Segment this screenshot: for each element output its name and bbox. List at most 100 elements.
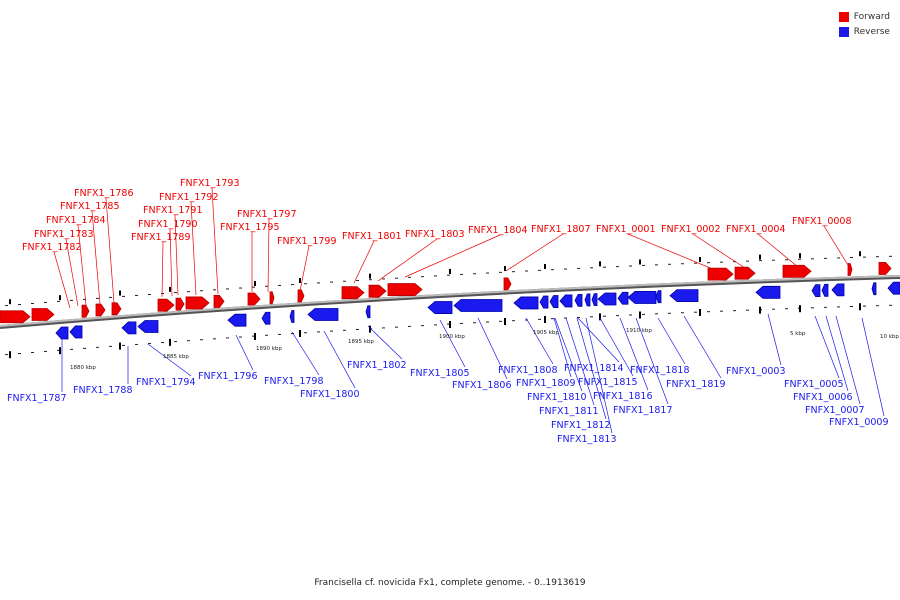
forward-gene-label: FNFX1_1784 [46, 215, 106, 226]
leader-line [105, 197, 115, 304]
reverse-gene-label: FNFX1_1798 [264, 376, 324, 387]
forward-gene [247, 292, 261, 306]
forward-gene-label: FNFX1_1803 [405, 229, 465, 240]
reverse-gene-label: FNFX1_1802 [347, 360, 407, 371]
legend-reverse: Reverse [838, 24, 890, 39]
leader-line [299, 245, 310, 292]
reverse-gene-label: FNFX1_1808 [498, 365, 558, 376]
scale-label: 1900 kbp [439, 334, 465, 340]
reverse-gene [121, 321, 137, 335]
reverse-gene [549, 295, 559, 308]
reverse-gene [55, 326, 69, 340]
reverse-gene [655, 290, 662, 304]
reverse-gene [584, 293, 591, 307]
forward-gene-label: FNFX1_1786 [74, 188, 134, 199]
forward-gene [387, 283, 423, 296]
forward-gene-label: FNFX1_1807 [531, 224, 591, 235]
reverse-gene [871, 282, 877, 296]
legend-forward: Forward [838, 9, 890, 24]
forward-gene-label: FNFX1_1789 [131, 232, 191, 243]
leader-line [65, 238, 79, 307]
scale-label: 1885 kbp [163, 354, 189, 360]
leader-line [576, 317, 607, 420]
reverse-gene-label: FNFX1_0005 [784, 379, 844, 390]
reverse-gene [755, 285, 781, 299]
reverse-gene-label: FNFX1_1810 [527, 392, 587, 403]
reverse-gene [591, 293, 598, 306]
label-leader-lines [53, 187, 885, 434]
leader-line [692, 233, 746, 269]
forward-gene-label: FNFX1_0001 [596, 224, 656, 235]
leader-line [757, 233, 799, 268]
genome-backbone [0, 275, 900, 327]
reverse-gene-label: FNFX1_1800 [300, 389, 360, 400]
scale-label: 1890 kbp [256, 346, 282, 352]
forward-gene-label: FNFX1_1791 [143, 205, 203, 216]
leader-line [77, 224, 87, 306]
forward-gene [213, 295, 225, 308]
legend-reverse-label: Reverse [853, 26, 890, 37]
legend-forward-label: Forward [853, 11, 890, 22]
leader-line [627, 233, 721, 273]
leader-line [235, 334, 254, 371]
leader-line [599, 317, 634, 377]
reverse-gene-label: FNFX1_0006 [793, 392, 853, 403]
forward-gene [31, 308, 55, 321]
leader-line [585, 317, 613, 434]
leader-line [823, 225, 852, 271]
forward-gene-label: FNFX1_1785 [60, 201, 120, 212]
reverse-gene [821, 283, 829, 297]
leader-line [267, 218, 270, 293]
reverse-gene [513, 296, 539, 310]
leader-line [161, 241, 164, 298]
reverse-gene-label: FNFX1_1787 [7, 393, 67, 404]
reverse-gene-label: FNFX1_0007 [805, 405, 865, 416]
reverse-gene-label: FNFX1_1794 [136, 377, 196, 388]
scale-labels: 1880 kbp 1885 kbp 1890 kbp 1895 kbp 1900 kbp… [70, 328, 899, 371]
reverse-gene-label: FNFX1_1813 [557, 434, 617, 445]
forward-gene [185, 296, 210, 310]
leader-line [861, 317, 885, 417]
leader-line [767, 313, 782, 366]
forward-gene-label: FNFX1_1783 [34, 229, 94, 240]
forward-gene [111, 302, 122, 316]
reverse-gene [289, 310, 295, 323]
forward-gene [878, 262, 892, 275]
forward-gene-label: FNFX1_1795 [220, 222, 280, 233]
forward-gene [782, 264, 812, 278]
reverse-gene [574, 293, 583, 307]
scale-label: 1895 kbp [348, 339, 374, 345]
reverse-gene-label: FNFX1_1818 [630, 365, 690, 376]
forward-gene [157, 298, 175, 312]
leader-line [147, 343, 192, 377]
reverse-gene-label: FNFX1_1814 [564, 363, 624, 374]
reverse-gene [307, 308, 339, 321]
forward-gene [503, 277, 512, 291]
forward-gene-label: FNFX1_1782 [22, 242, 82, 253]
reverse-gene [811, 284, 821, 298]
leader-line [477, 317, 508, 380]
reverse-gene [627, 291, 657, 304]
legend: Forward Reverse [838, 9, 890, 39]
reverse-gene-label: FNFX1_1806 [452, 380, 512, 391]
forward-gene-label: FNFX1_0004 [726, 224, 786, 235]
forward-gene-label: FNFX1_1797 [237, 209, 297, 220]
reverse-gene-label: FNFX1_1816 [593, 391, 653, 402]
reverse-gene [69, 325, 83, 339]
reverse-gene [831, 283, 845, 297]
forward-gene-label: FNFX1_1799 [277, 236, 337, 247]
leader-line [577, 317, 620, 363]
leader-line [169, 228, 173, 297]
reverse-gene [453, 299, 503, 312]
leader-line [439, 319, 466, 368]
reverse-gene-label: FNFX1_1805 [410, 368, 470, 379]
reverse-gene-label: FNFX1_1796 [198, 371, 258, 382]
forward-gene [81, 304, 90, 318]
leader-line [565, 317, 595, 406]
forward-gene [269, 291, 275, 305]
leader-line [53, 251, 71, 309]
reverse-gene-label: FNFX1_1817 [613, 405, 673, 416]
forward-gene [297, 289, 305, 303]
leader-line [404, 234, 501, 278]
leader-line [505, 233, 564, 272]
